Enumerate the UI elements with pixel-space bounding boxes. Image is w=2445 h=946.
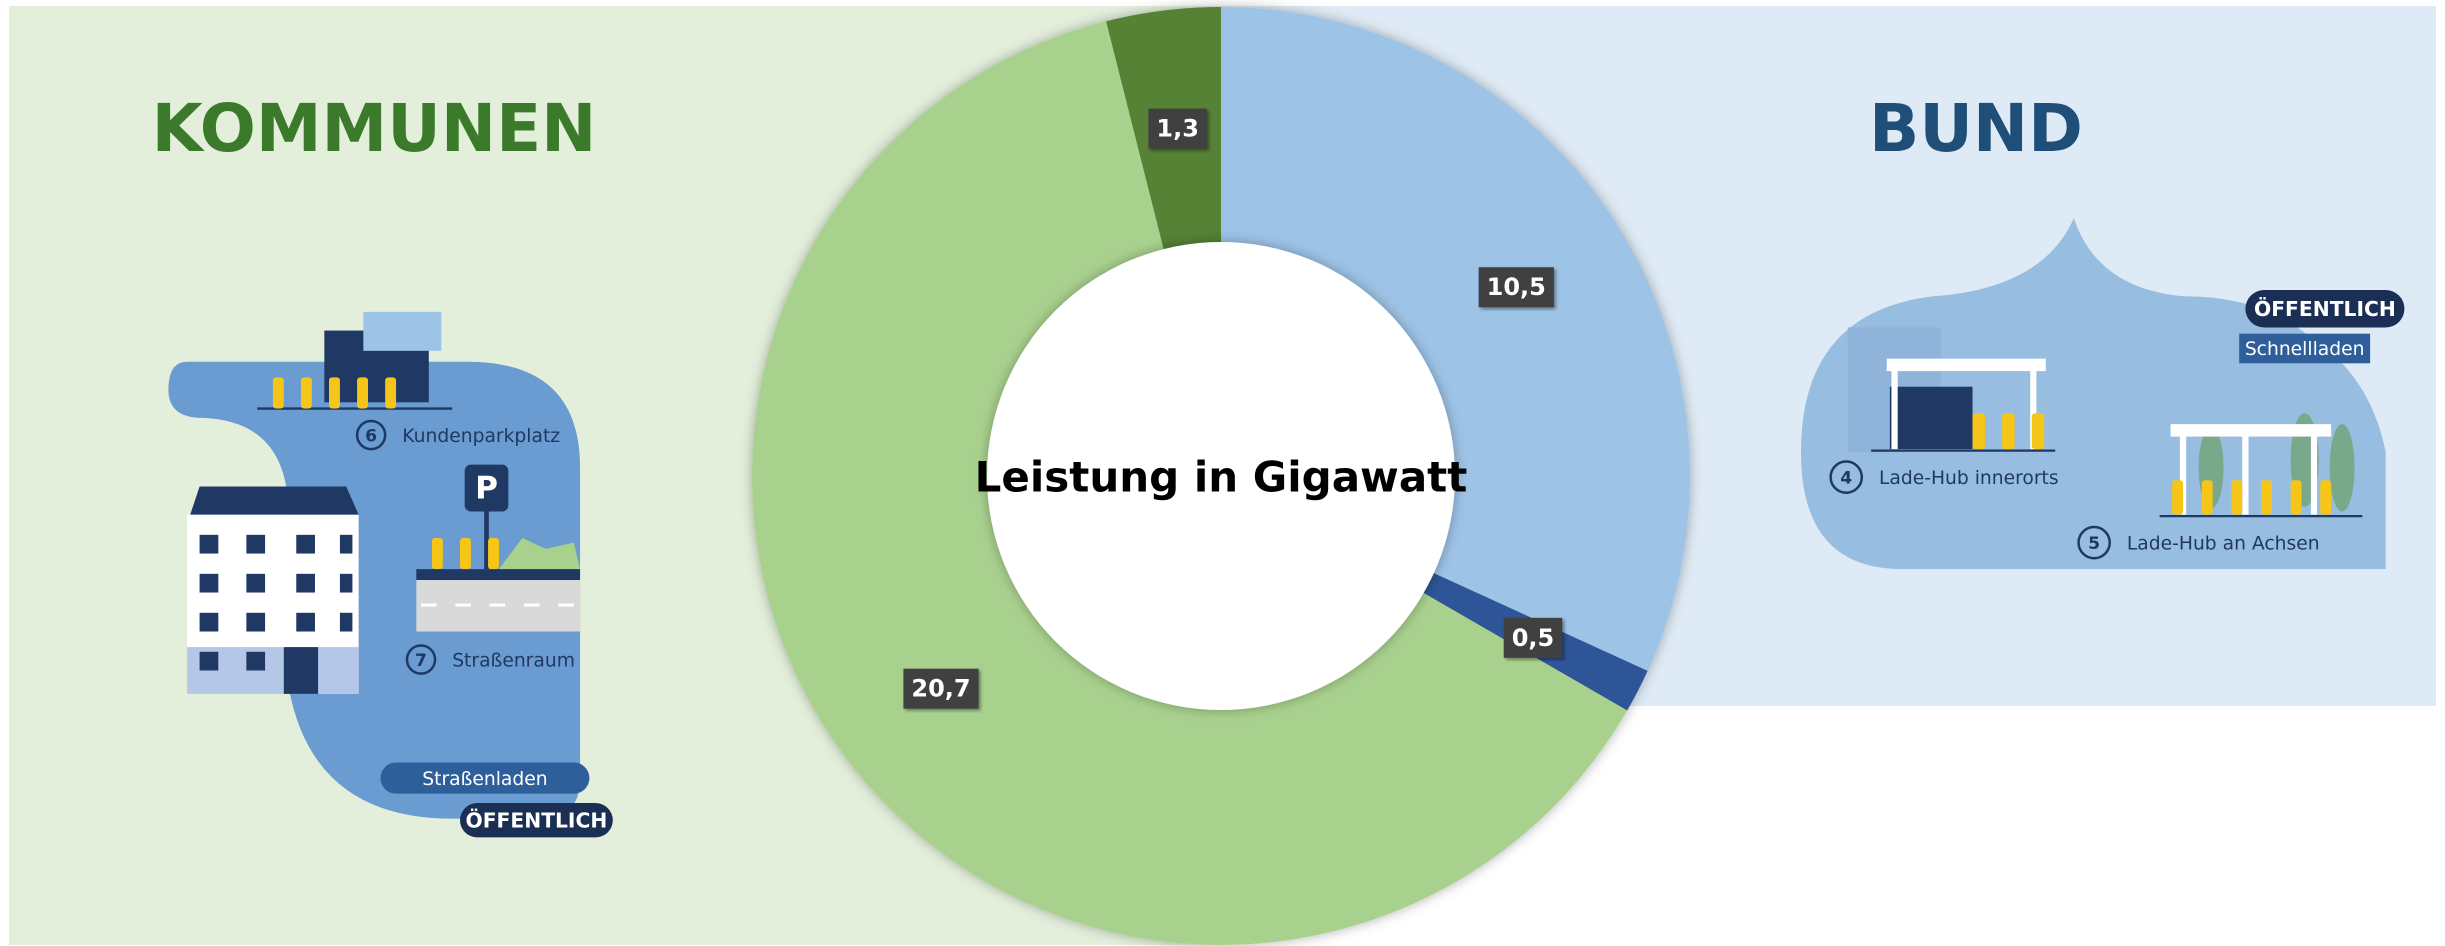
value-label: 20,7 — [911, 675, 970, 703]
shop-sign — [363, 312, 441, 351]
tag-text: Straßenladen — [422, 769, 547, 790]
item-label: Lade-Hub innerorts — [1879, 468, 2059, 489]
parking-letter: P — [475, 471, 498, 507]
chart-title: Leistung in Gigawatt — [975, 453, 1468, 502]
item-number: 7 — [415, 651, 427, 671]
panel-title: KOMMUNEN — [152, 90, 597, 167]
tag-text: ÖFFENTLICH — [2254, 297, 2396, 321]
item-label: Lade-Hub an Achsen — [2127, 534, 2320, 555]
item-number: 5 — [2088, 534, 2100, 554]
value-label: 1,3 — [1156, 115, 1199, 143]
value-label: 10,5 — [1487, 273, 1546, 301]
value-label: 0,5 — [1512, 624, 1555, 652]
item-label: Straßenraum — [452, 651, 575, 672]
page: 6 Kundenparkplatz P 7 Straßenraum Straße… — [0, 0, 2445, 946]
panel-title: BUND — [1869, 90, 2083, 167]
station — [1890, 387, 1973, 449]
item-label: Kundenparkplatz — [402, 426, 560, 447]
tag-text: Schnellladen — [2245, 339, 2365, 360]
item-number: 4 — [1840, 469, 1852, 489]
item-number: 6 — [365, 427, 377, 447]
tag-text: ÖFFENTLICH — [465, 808, 607, 832]
